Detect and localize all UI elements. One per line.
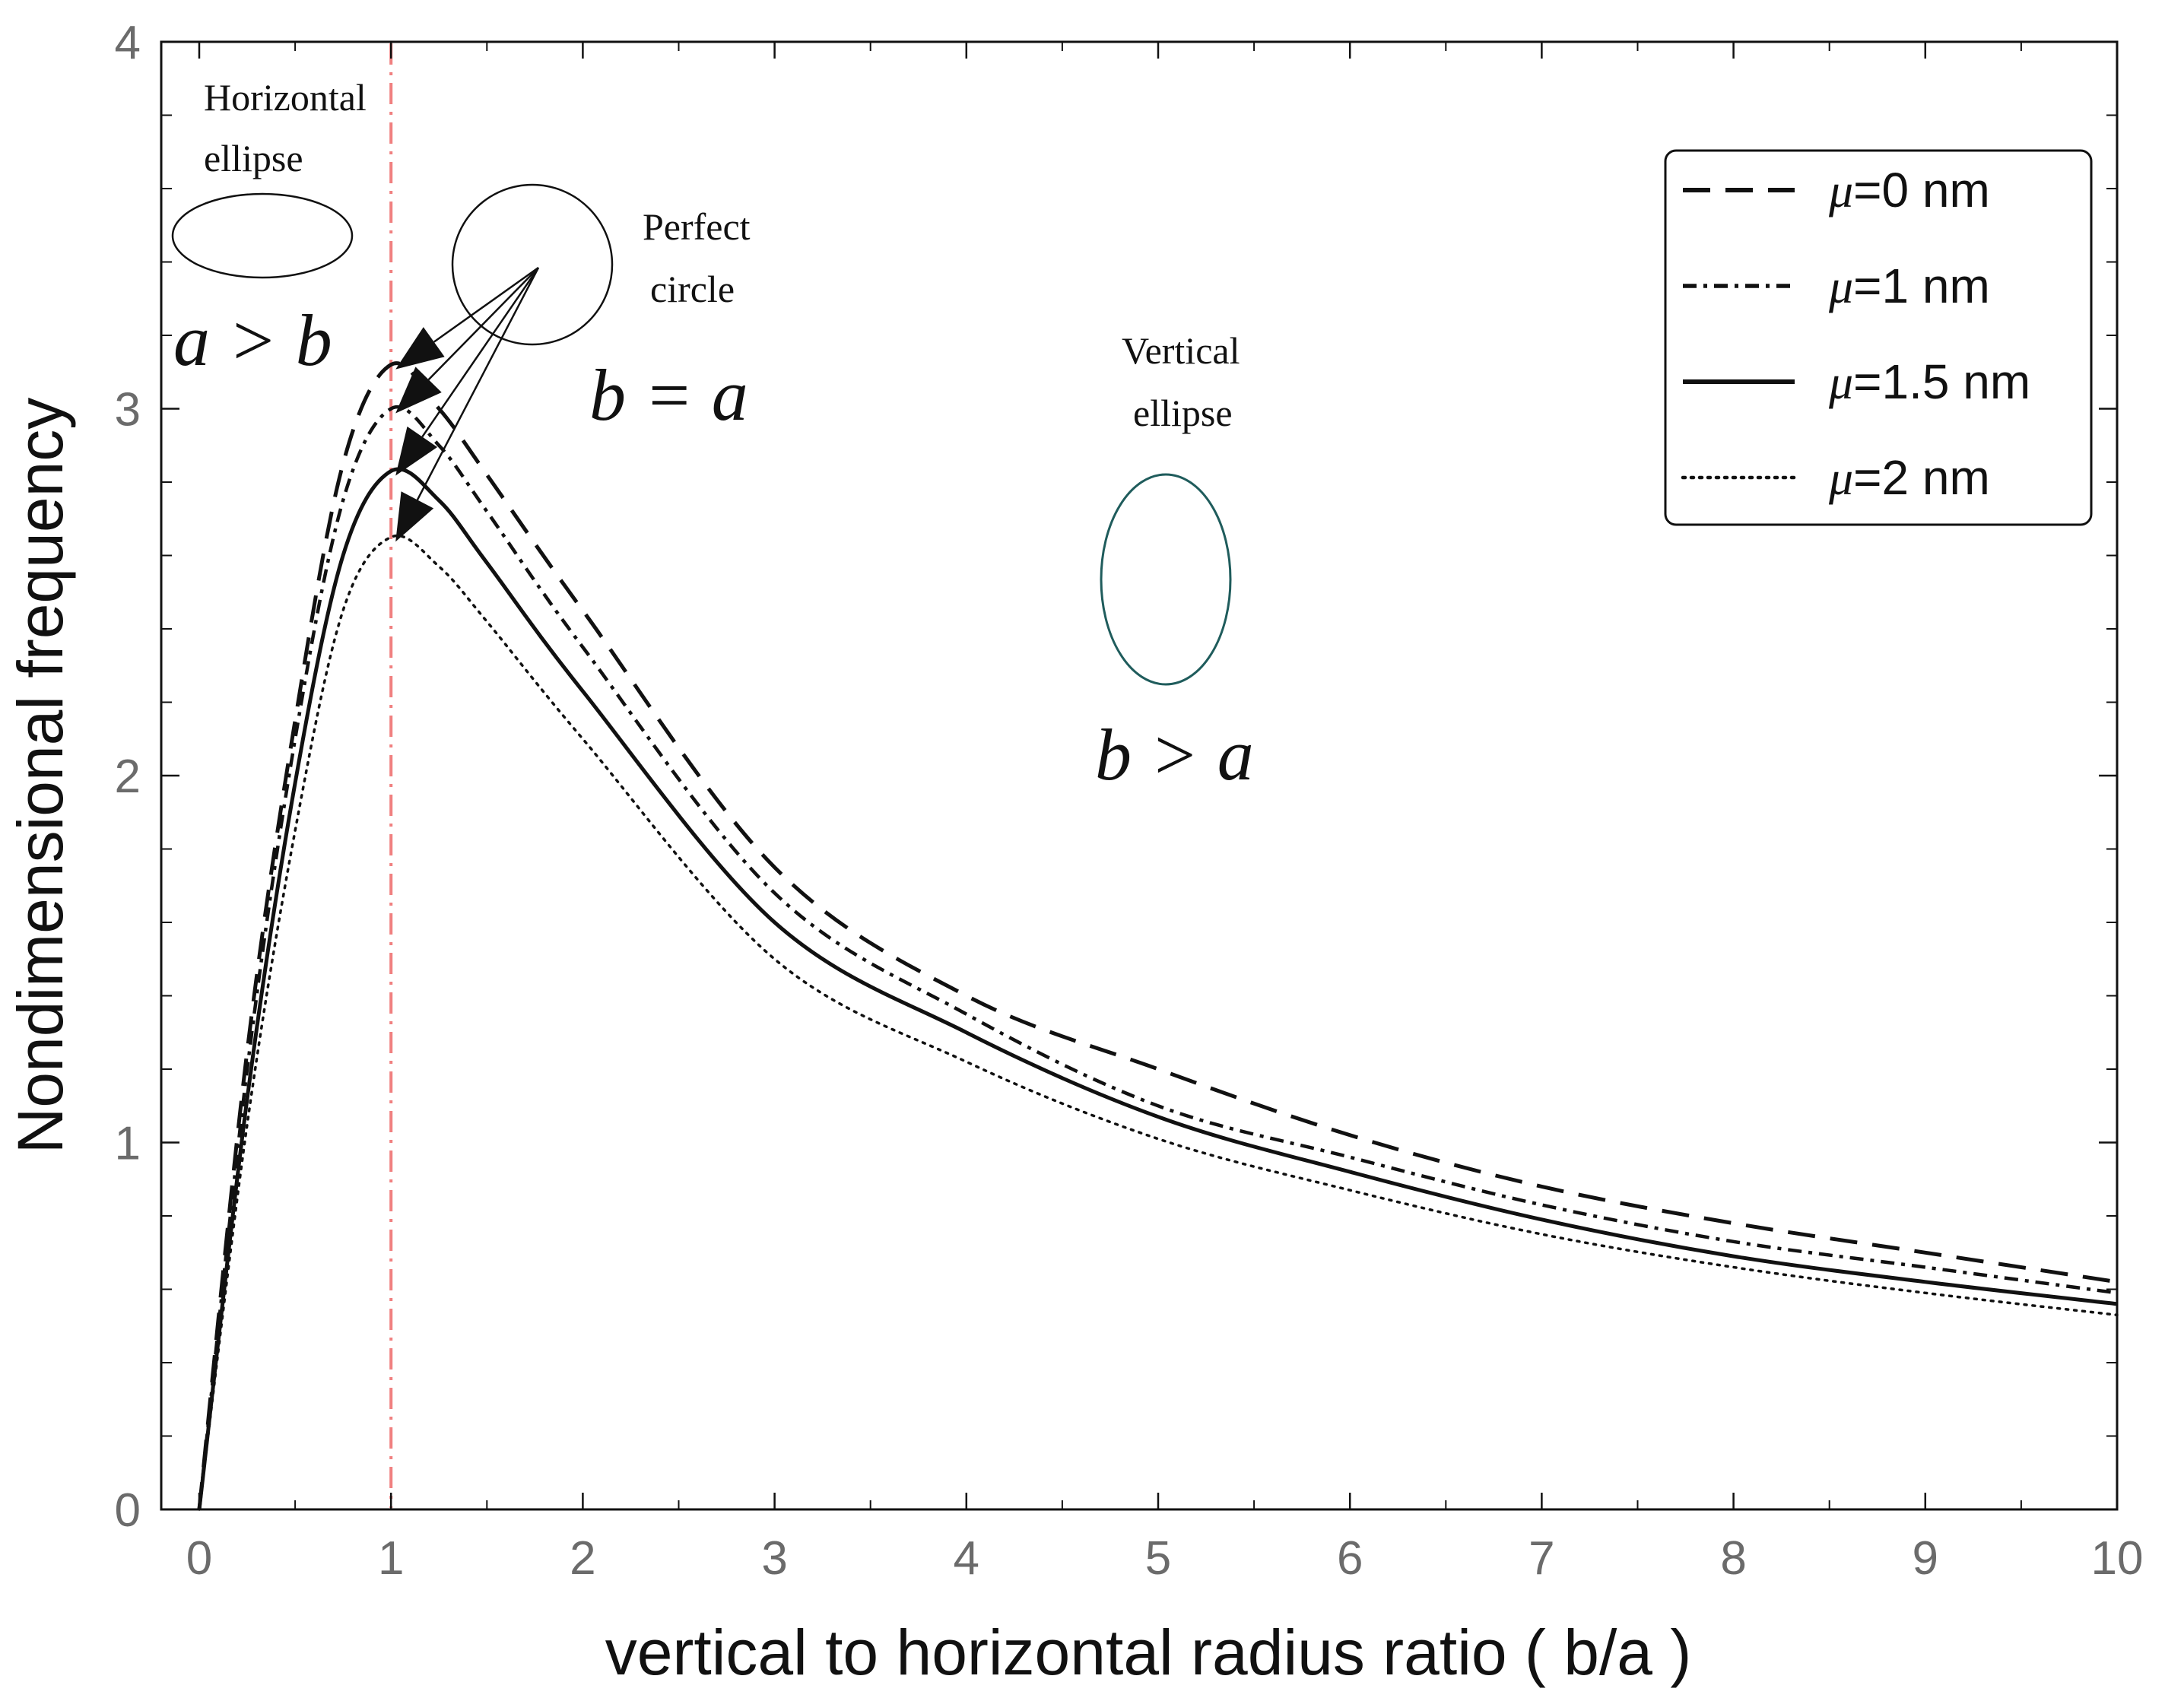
y-tick-label: 1	[115, 1118, 141, 1170]
peak-arrow-head	[395, 491, 434, 542]
legend-mu-value: =2 nm	[1853, 450, 1990, 505]
x-tick-label: 9	[1913, 1532, 1938, 1585]
horizontal-relation: a > b	[173, 300, 332, 381]
x-axis-title: vertical to horizontal radius ratio ( b/…	[605, 1617, 1692, 1688]
x-tick-label: 3	[761, 1532, 787, 1585]
peak-arrow-shaft	[416, 267, 540, 500]
horizontal-ellipse-annotation: Horizontal ellipse a > b	[171, 76, 376, 381]
series-line-2	[197, 405, 2118, 1510]
x-tick-label: 0	[186, 1532, 212, 1585]
series-line-1	[197, 361, 2118, 1510]
legend-label: μ=1 nm	[1828, 259, 1990, 313]
x-tick-label: 5	[1145, 1532, 1171, 1585]
legend-label: μ=0 nm	[1828, 163, 1990, 217]
legend-label: μ=2 nm	[1828, 450, 1990, 505]
x-tick-label: 8	[1720, 1532, 1746, 1585]
legend-mu-value: =1.5 nm	[1853, 354, 2030, 409]
x-tick-label: 7	[1528, 1532, 1554, 1585]
legend: μ=0 nmμ=1 nmμ=1.5 nmμ=2 nm	[1664, 149, 2093, 526]
series-line-4	[198, 534, 2119, 1511]
legend-box	[1664, 149, 2093, 526]
legend-label: μ=1.5 nm	[1828, 354, 2030, 409]
legend-mu-value: =0 nm	[1853, 163, 1990, 217]
x-tick-label: 1	[378, 1532, 404, 1585]
y-tick-label: 3	[115, 384, 141, 436]
legend-mu-value: =1 nm	[1853, 259, 1990, 313]
peak-arrow-head	[395, 327, 445, 370]
horizontal-ellipse-shape	[171, 192, 354, 279]
peak-arrow-shaft	[421, 267, 540, 438]
peak-arrows	[395, 266, 540, 542]
peak-arrow-head	[395, 367, 442, 414]
y-tick-label: 2	[115, 751, 141, 803]
perfect-circle-label: Perfect circle	[643, 205, 760, 310]
vertical-relation: b > a	[1095, 714, 1254, 795]
x-tick-label: 10	[2091, 1532, 2144, 1585]
peak-arrow-shaft	[433, 266, 539, 343]
peak-arrow-shaft	[427, 267, 539, 381]
perfect-circle-annotation: Perfect circle b = a	[395, 183, 760, 542]
vertical-ellipse-shape	[1100, 473, 1232, 686]
perfect-circle-shape	[451, 183, 614, 346]
legend-mu-symbol: μ	[1828, 259, 1853, 313]
y-tick-label: 4	[115, 17, 141, 69]
circle-relation: b = a	[589, 354, 748, 436]
legend-mu-symbol: μ	[1828, 163, 1853, 217]
horizontal-ellipse-label: Horizontal ellipse	[204, 76, 376, 179]
legend-mu-symbol: μ	[1828, 355, 1853, 409]
y-axis-title: Nondimensional frequency	[5, 398, 76, 1154]
legend-mu-symbol: μ	[1828, 451, 1853, 505]
series-line-3	[197, 467, 2118, 1510]
x-tick-label: 4	[954, 1532, 979, 1585]
vertical-ellipse-annotation: Vertical ellipse b > a	[1095, 329, 1254, 795]
x-tick-label: 2	[570, 1532, 595, 1585]
x-tick-label: 6	[1337, 1532, 1363, 1585]
vertical-ellipse-label: Vertical ellipse	[1122, 329, 1249, 434]
peak-arrow-head	[395, 426, 438, 476]
y-tick-label: 0	[115, 1484, 141, 1537]
